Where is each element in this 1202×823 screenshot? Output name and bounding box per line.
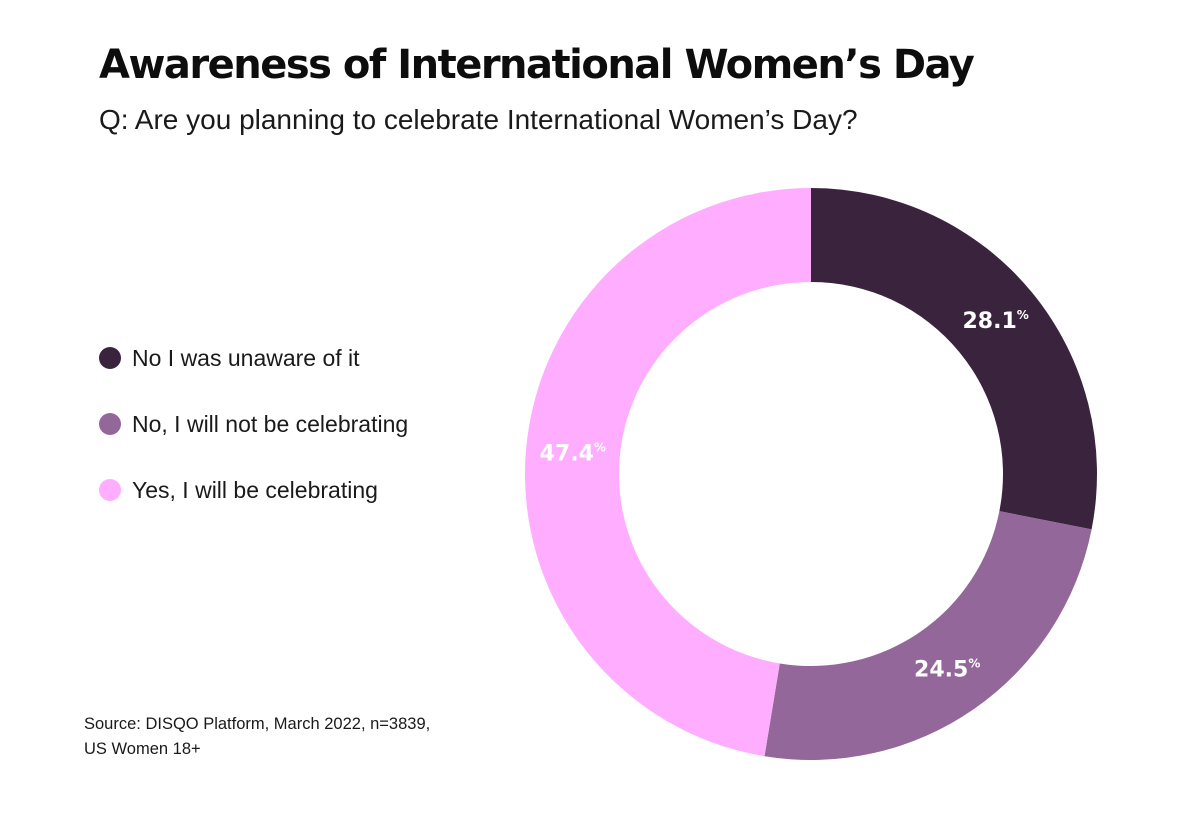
data-label-unaware: 28.1% (962, 308, 1028, 335)
donut-slice-unaware (811, 188, 1097, 530)
data-label-not-celebrating: 24.5% (914, 656, 980, 683)
source-line-2: US Women 18+ (84, 740, 201, 758)
chart-subtitle: Q: Are you planning to celebrate Interna… (99, 104, 858, 135)
chart-title: Awareness of International Women’s Day (99, 42, 975, 88)
source-line-1: Source: DISQO Platform, March 2022, n=38… (84, 715, 431, 733)
legend-swatch-unaware (99, 347, 121, 369)
legend-swatch-celebrating (99, 479, 121, 501)
source-note: Source: DISQO Platform, March 2022, n=38… (84, 712, 430, 762)
legend-item-not-celebrating: No, I will not be celebrating (99, 406, 408, 442)
legend-label-unaware: No I was unaware of it (132, 344, 360, 371)
legend-label-celebrating: Yes, I will be celebrating (132, 476, 378, 503)
data-label-celebrating: 47.4% (540, 440, 606, 467)
donut-slice-not-celebrating (764, 511, 1092, 761)
legend-label-not-celebrating: No, I will not be celebrating (132, 410, 409, 437)
legend-item-unaware: No I was unaware of it (99, 340, 408, 376)
legend-item-celebrating: Yes, I will be celebrating (99, 472, 408, 508)
legend-swatch-not-celebrating (99, 413, 121, 435)
chart-legend: No I was unaware of it No, I will not be… (99, 340, 408, 538)
donut-slice-celebrating (524, 188, 811, 757)
